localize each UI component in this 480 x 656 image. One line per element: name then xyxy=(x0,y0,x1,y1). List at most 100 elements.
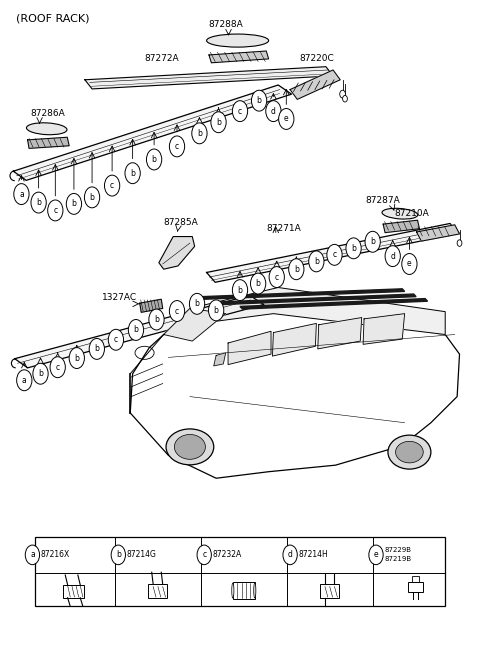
Circle shape xyxy=(125,163,140,184)
Text: a: a xyxy=(30,550,35,560)
Text: e: e xyxy=(374,550,378,560)
Text: b: b xyxy=(216,117,221,127)
Ellipse shape xyxy=(174,434,205,459)
Text: 87286A: 87286A xyxy=(30,110,65,118)
Text: b: b xyxy=(152,155,156,164)
Text: b: b xyxy=(351,244,356,253)
Circle shape xyxy=(309,251,324,272)
Text: 87216X: 87216X xyxy=(41,550,70,560)
Polygon shape xyxy=(164,308,226,341)
Circle shape xyxy=(33,363,48,384)
Text: 87214G: 87214G xyxy=(127,550,157,560)
Text: 1327AC: 1327AC xyxy=(102,293,137,302)
Circle shape xyxy=(251,273,266,294)
Ellipse shape xyxy=(396,441,423,463)
Text: b: b xyxy=(72,199,76,209)
Polygon shape xyxy=(318,318,362,349)
Circle shape xyxy=(169,300,185,321)
Circle shape xyxy=(149,309,164,330)
Circle shape xyxy=(111,545,125,565)
Text: c: c xyxy=(53,206,58,215)
Circle shape xyxy=(346,238,361,258)
Text: c: c xyxy=(238,107,242,115)
Text: b: b xyxy=(95,344,99,354)
Text: b: b xyxy=(38,369,43,379)
Ellipse shape xyxy=(206,34,269,47)
Polygon shape xyxy=(202,289,405,299)
Circle shape xyxy=(69,348,84,369)
Polygon shape xyxy=(159,237,195,269)
Circle shape xyxy=(385,246,400,266)
Text: e: e xyxy=(284,114,288,123)
Circle shape xyxy=(169,136,185,157)
Polygon shape xyxy=(140,299,163,312)
Circle shape xyxy=(402,253,417,274)
Text: b: b xyxy=(154,315,159,324)
Polygon shape xyxy=(15,295,264,368)
Text: b: b xyxy=(133,325,138,335)
Text: c: c xyxy=(114,335,118,344)
Polygon shape xyxy=(290,70,340,99)
Polygon shape xyxy=(164,287,445,335)
Text: 87272A: 87272A xyxy=(144,54,179,63)
Text: 87220C: 87220C xyxy=(300,54,335,64)
Circle shape xyxy=(89,338,105,359)
Text: d: d xyxy=(271,107,276,115)
Polygon shape xyxy=(209,51,269,63)
Circle shape xyxy=(327,245,342,265)
Polygon shape xyxy=(363,314,405,344)
Circle shape xyxy=(25,545,39,565)
Ellipse shape xyxy=(382,209,418,219)
Circle shape xyxy=(283,545,297,565)
Text: b: b xyxy=(370,237,375,246)
Circle shape xyxy=(17,370,32,391)
Text: b: b xyxy=(256,279,261,288)
Circle shape xyxy=(190,293,204,314)
Circle shape xyxy=(146,149,162,170)
Text: e: e xyxy=(407,260,412,268)
Text: c: c xyxy=(56,363,60,372)
Polygon shape xyxy=(228,331,271,365)
Circle shape xyxy=(14,184,29,205)
Polygon shape xyxy=(417,225,459,241)
Text: 87287A: 87287A xyxy=(365,195,400,205)
Circle shape xyxy=(232,100,248,121)
Polygon shape xyxy=(273,323,316,356)
Polygon shape xyxy=(28,137,69,148)
Polygon shape xyxy=(85,67,333,89)
Circle shape xyxy=(369,545,383,565)
Circle shape xyxy=(84,187,100,208)
Text: (ROOF RACK): (ROOF RACK) xyxy=(16,13,89,23)
Circle shape xyxy=(31,192,46,213)
Text: 87229B: 87229B xyxy=(384,546,411,552)
Text: c: c xyxy=(175,142,179,151)
Circle shape xyxy=(269,266,284,287)
Text: b: b xyxy=(90,193,95,202)
Text: b: b xyxy=(238,285,242,295)
Polygon shape xyxy=(221,294,416,304)
Circle shape xyxy=(343,96,348,102)
Ellipse shape xyxy=(388,435,431,469)
Circle shape xyxy=(266,100,281,121)
Text: 87285A: 87285A xyxy=(164,218,198,227)
Circle shape xyxy=(105,175,120,196)
Circle shape xyxy=(211,112,226,133)
Polygon shape xyxy=(206,224,459,282)
Polygon shape xyxy=(13,85,291,180)
Text: 87232A: 87232A xyxy=(213,550,242,560)
Circle shape xyxy=(457,240,462,247)
Text: c: c xyxy=(202,550,206,560)
Circle shape xyxy=(108,329,123,350)
Text: b: b xyxy=(130,169,135,178)
Text: b: b xyxy=(314,257,319,266)
Circle shape xyxy=(208,300,224,321)
Circle shape xyxy=(252,91,267,111)
Text: b: b xyxy=(74,354,79,363)
Ellipse shape xyxy=(232,583,234,598)
Circle shape xyxy=(279,108,294,129)
Text: c: c xyxy=(110,181,114,190)
Text: b: b xyxy=(294,265,299,274)
Circle shape xyxy=(197,545,211,565)
Polygon shape xyxy=(383,220,420,233)
Text: c: c xyxy=(333,251,336,259)
